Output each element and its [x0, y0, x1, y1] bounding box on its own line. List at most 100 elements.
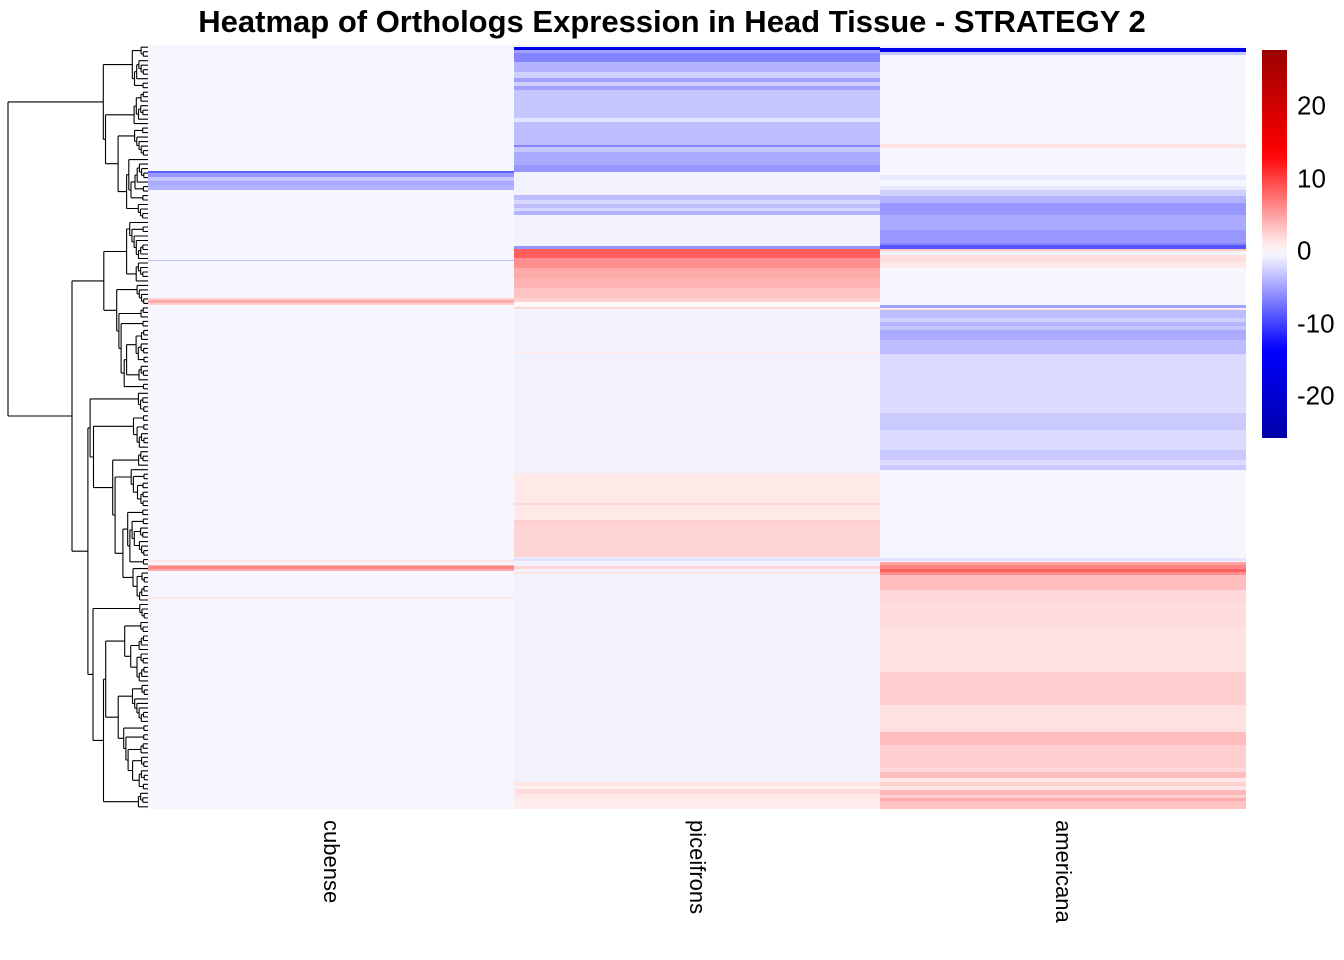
heatmap-band [148, 173, 514, 177]
heatmap-band [880, 203, 1246, 215]
legend-tick-0: 0 [1297, 235, 1312, 266]
heatmap-band [148, 565, 514, 566]
heatmap-band [880, 308, 1246, 310]
heatmap-band [880, 768, 1246, 772]
heatmap-band [514, 249, 880, 258]
heatmap-band [514, 572, 880, 574]
heatmap-band [880, 305, 1246, 308]
heatmap-band [880, 144, 1246, 148]
heatmap-band [880, 645, 1246, 672]
heatmap-band [880, 318, 1246, 322]
heatmap-band [880, 562, 1246, 565]
heatmap-band [514, 208, 880, 211]
legend-tick--10: -10 [1297, 308, 1335, 339]
heatmap-band [514, 278, 880, 288]
heatmap-band [880, 772, 1246, 778]
heatmap-band [514, 165, 880, 172]
heatmap-band [514, 152, 880, 165]
column-label-americana: americana [1051, 820, 1076, 923]
heatmap-band [880, 354, 1246, 413]
heatmap-band [514, 505, 880, 520]
heatmap-band [880, 186, 1246, 190]
heatmap-band [514, 78, 880, 82]
heatmap-band [880, 340, 1246, 354]
legend-tick-20: 20 [1297, 90, 1326, 121]
heatmap-band [880, 790, 1246, 795]
heatmap-band [880, 450, 1246, 460]
heatmap-band [514, 204, 880, 208]
heatmap-band [514, 62, 880, 72]
heatmap-band [514, 53, 880, 62]
heatmap-band [880, 255, 1246, 262]
heatmap-band [514, 258, 880, 268]
heatmap-band [514, 147, 880, 152]
heatmap-band [514, 50, 880, 53]
heatmap-band [148, 177, 514, 181]
heatmap-band [880, 245, 1246, 249]
heatmap-band [880, 745, 1246, 768]
heatmap-band [148, 597, 514, 599]
heatmap-band [514, 523, 880, 557]
heatmap-band [148, 303, 514, 305]
heatmap-band [880, 732, 1246, 745]
heatmap-column-americana [880, 45, 1246, 809]
heatmap-band [880, 215, 1246, 230]
heatmap-band [880, 778, 1246, 782]
heatmap-band [514, 122, 880, 145]
heatmap-band [514, 473, 880, 503]
heatmap-band [514, 794, 880, 799]
heatmap-band [880, 230, 1246, 243]
heatmap-band [514, 86, 880, 90]
heatmap-band [514, 789, 880, 794]
heatmap-band [880, 175, 1246, 180]
heatmap-band [880, 465, 1246, 470]
heatmap-band [514, 298, 880, 302]
heatmap-band [880, 413, 1246, 430]
heatmap-band [880, 48, 1246, 52]
heatmap-band [514, 47, 880, 50]
heatmap-band [514, 302, 880, 306]
heatmap-band [514, 72, 880, 78]
heatmap-band [514, 200, 880, 204]
heatmap-band [514, 246, 880, 249]
legend-tick--20: -20 [1297, 380, 1335, 411]
column-label-cubense: cubense [319, 820, 344, 904]
heatmap-band [148, 560, 514, 562]
heatmap-band [514, 288, 880, 298]
heatmap-band [514, 145, 880, 147]
heatmap-band [148, 566, 514, 569]
heatmap-band [880, 569, 1246, 572]
heatmap-band [880, 801, 1246, 809]
column-label-piceifrons: piceifrons [685, 820, 710, 915]
heatmap-band [514, 520, 880, 523]
heatmap-band [880, 575, 1246, 590]
heatmap-column-piceifrons [514, 45, 880, 809]
dendrogram-lines [7, 46, 148, 808]
heatmap-band [514, 352, 880, 354]
heatmap-band [514, 786, 880, 789]
heatmap-band [148, 260, 514, 261]
heatmap-band [880, 782, 1246, 786]
heatmap-band [880, 326, 1246, 330]
heatmap-band [880, 795, 1246, 798]
heatmap-band [148, 171, 514, 173]
heatmap-grid [148, 45, 1246, 809]
heatmap-band [880, 322, 1246, 326]
heatmap-band [148, 569, 514, 571]
heatmap-band [880, 705, 1246, 732]
heatmap-band [514, 211, 880, 215]
heatmap-band [880, 460, 1246, 465]
heatmap-band [880, 330, 1246, 340]
heatmap-band [514, 558, 880, 561]
heatmap-band [880, 572, 1246, 575]
heatmap-band [880, 430, 1246, 450]
heatmap-band [880, 558, 1246, 561]
heatmap-band [514, 118, 880, 122]
heatmap-band [880, 310, 1246, 318]
heatmap-band [880, 786, 1246, 790]
heatmap-band [880, 565, 1246, 569]
heatmap-band [880, 604, 1246, 627]
heatmap-band [880, 798, 1246, 801]
heatmap-band [148, 186, 514, 190]
